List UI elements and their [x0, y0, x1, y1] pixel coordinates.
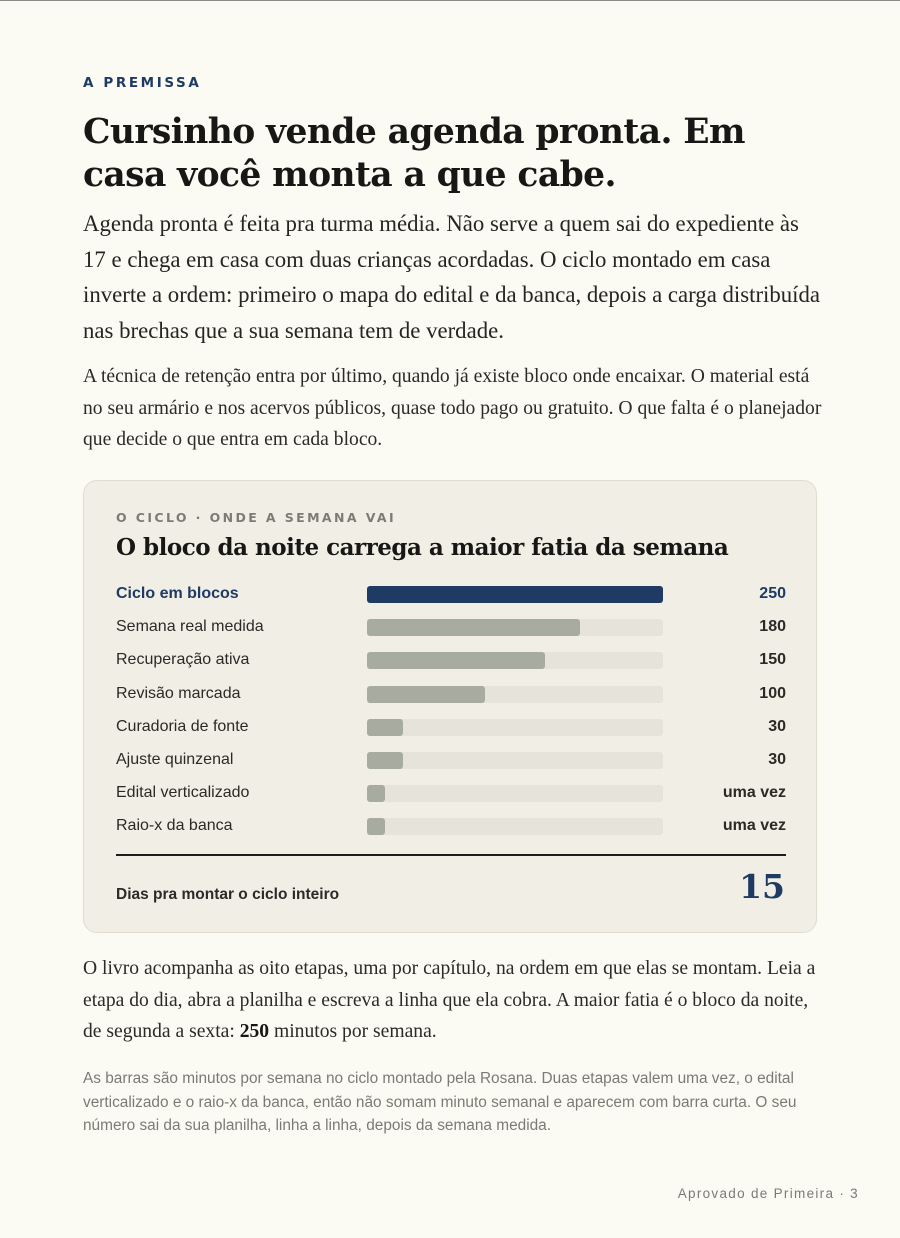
- bar: [367, 818, 385, 836]
- bar: [367, 718, 403, 736]
- bar-value: 100: [759, 684, 786, 702]
- card-title: O bloco da noite carrega a maior fatia d…: [116, 534, 729, 561]
- closing-text-start: O livro acompanha as oito etapas, uma po…: [83, 958, 816, 1042]
- bar-label: Ciclo em blocos: [116, 585, 239, 602]
- section-kicker: A PREMISSA: [83, 75, 202, 91]
- total-label: Dias pra montar o ciclo inteiro: [116, 886, 340, 903]
- page-title: Cursinho vende agenda pronta. Em casa vo…: [83, 112, 746, 195]
- bar-track: [367, 685, 663, 703]
- bar-value: 30: [768, 717, 786, 735]
- bar-track: [367, 586, 663, 603]
- bar-label: Semana real medida: [116, 618, 264, 636]
- card-kicker: O CICLO · ONDE A SEMANA VAI: [116, 510, 397, 525]
- bar-track: [367, 652, 663, 670]
- bar-track: [367, 619, 663, 637]
- body-paragraph-closing: O livro acompanha as oito etapas, uma po…: [83, 953, 823, 1048]
- bar-label: Edital verticalizado: [116, 784, 250, 802]
- bar-row: Raio-x da banca uma vez: [116, 810, 786, 843]
- bar: [367, 652, 545, 670]
- bar: [367, 586, 663, 603]
- bar-row: Curadoria de fonte 30: [116, 711, 786, 744]
- divider: [116, 854, 786, 856]
- chart-footnote: As barras são minutos por semana no cicl…: [83, 1070, 797, 1134]
- bar-value: 250: [759, 585, 786, 602]
- bar-label: Curadoria de fonte: [116, 717, 249, 735]
- bar-track: [367, 751, 663, 769]
- bar-row: Ajuste quinzenal 30: [116, 744, 786, 777]
- bar-row: Edital verticalizado uma vez: [116, 777, 786, 810]
- bar-label: Ajuste quinzenal: [116, 750, 234, 768]
- bar-track: [367, 818, 663, 836]
- body-paragraph: A técnica de retenção entra por último, …: [83, 366, 822, 450]
- bar-value: 150: [759, 651, 786, 669]
- bar-value: uma vez: [722, 784, 786, 802]
- total-value: 15: [739, 867, 785, 906]
- bar-label: Revisão marcada: [116, 684, 241, 702]
- closing-text-end: minutos por semana.: [269, 1021, 437, 1042]
- lead-paragraph: Agenda pronta é feita pra turma média. N…: [83, 211, 821, 343]
- bar: [367, 619, 581, 637]
- bar-value: 180: [759, 618, 786, 636]
- bar: [367, 785, 385, 803]
- bar-value: uma vez: [722, 817, 786, 835]
- bar-track: [367, 785, 663, 803]
- bar-value: 30: [768, 750, 786, 768]
- bar-chart: Ciclo em blocos 250 Semana real medida 180 R…: [116, 578, 786, 844]
- bar-row: Revisão marcada 100: [116, 678, 786, 711]
- bar-label: Recuperação ativa: [116, 651, 250, 669]
- closing-emphasis-number: 250: [239, 1021, 270, 1042]
- page-footer: Aprovado de Primeira · 3: [677, 1186, 859, 1201]
- bar-track: [367, 718, 663, 736]
- bar-label: Raio-x da banca: [116, 817, 233, 835]
- bar-row: Semana real medida 180: [116, 611, 786, 644]
- bar-row: Ciclo em blocos 250: [116, 578, 786, 611]
- cycle-chart-card: O CICLO · ONDE A SEMANA VAI O bloco da n…: [83, 480, 817, 933]
- bar-row: Recuperação ativa 150: [116, 644, 786, 677]
- bar: [367, 685, 486, 703]
- bar: [367, 751, 403, 769]
